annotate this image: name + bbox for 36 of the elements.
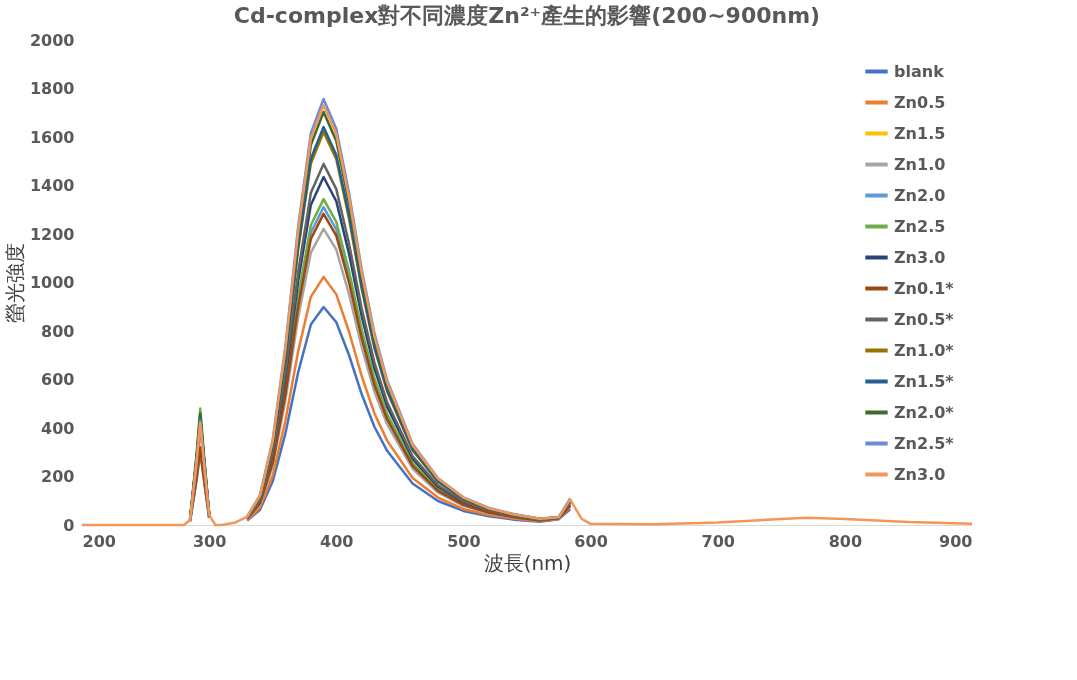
y-tick-label: 800 xyxy=(41,321,75,341)
legend-label: Zn1.0 xyxy=(894,154,946,174)
x-tick-label: 300 xyxy=(192,531,227,551)
legend-label: Zn0.1* xyxy=(894,278,955,298)
legend-label: Zn1.5* xyxy=(894,371,955,391)
legend-label: Zn2.0 xyxy=(894,185,946,205)
y-tick-label: 1800 xyxy=(29,79,75,98)
x-tick-label: 500 xyxy=(447,531,481,551)
y-tick-label: 1000 xyxy=(29,273,75,292)
legend-label: Zn2.5* xyxy=(894,433,955,453)
legend-label: Zn1.5 xyxy=(894,123,946,143)
y-axis-title: 螢光強度 xyxy=(2,243,27,323)
y-tick-label: 1200 xyxy=(29,224,75,244)
x-tick-label: 700 xyxy=(701,531,735,551)
x-tick-label: 800 xyxy=(828,531,863,551)
legend-label: blank xyxy=(894,61,945,81)
legend-label: Zn2.5 xyxy=(894,216,946,236)
legend-label: Zn0.5 xyxy=(894,92,946,112)
y-tick-label: 600 xyxy=(41,370,75,389)
y-tick-label: 1600 xyxy=(29,127,75,147)
legend-label: Zn0.5* xyxy=(894,309,955,329)
legend-label: Zn1.0* xyxy=(894,340,955,360)
x-tick-label: 400 xyxy=(320,531,354,551)
x-tick-label: 900 xyxy=(939,531,973,551)
y-tick-label: 400 xyxy=(41,418,75,438)
legend-label: Zn3.0 xyxy=(894,247,946,267)
chart-title: Cd-complex對不同濃度Zn²⁺產生的影響(200~900nm) xyxy=(233,3,821,28)
x-tick-label: 600 xyxy=(574,531,608,551)
x-tick-label: 200 xyxy=(82,531,116,551)
legend-label: Zn3.0 xyxy=(894,464,946,484)
y-tick-label: 2000 xyxy=(29,30,75,50)
y-tick-label: 1400 xyxy=(29,176,75,195)
y-tick-label: 0 xyxy=(63,515,75,535)
y-tick-label: 200 xyxy=(41,467,75,486)
x-axis-title: 波長(nm) xyxy=(483,550,572,575)
legend-label: Zn2.0* xyxy=(894,402,955,422)
